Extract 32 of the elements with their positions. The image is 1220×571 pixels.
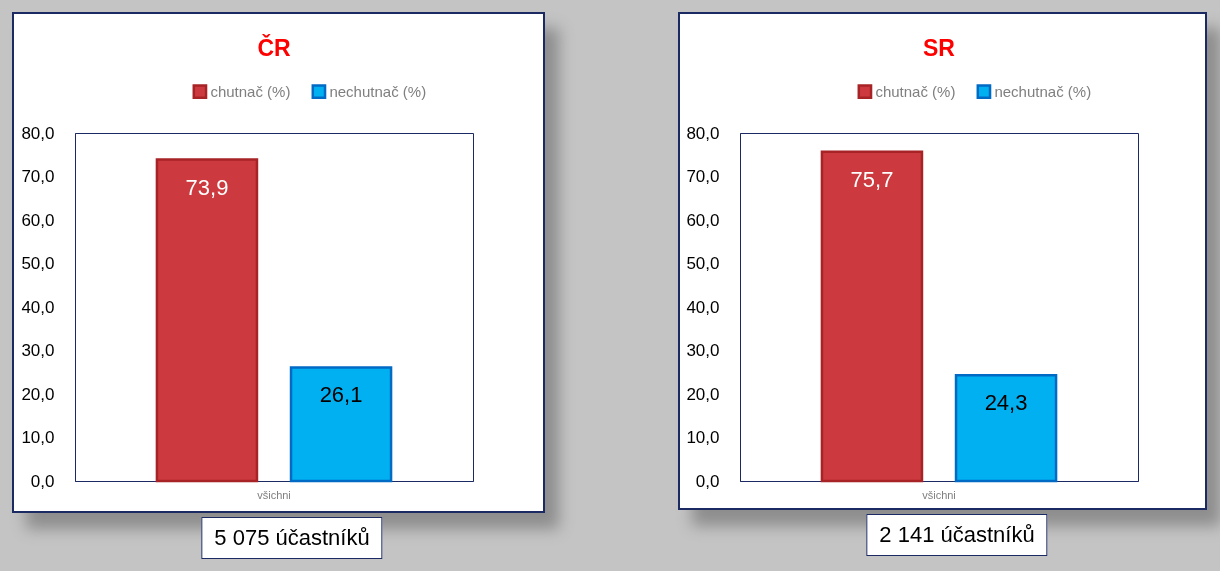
legend-label: chutnač (%) (210, 82, 291, 100)
y-tick-label: 70,0 (21, 167, 55, 186)
y-tick-label: 40,0 (686, 297, 720, 317)
y-tick-label: 50,0 (686, 254, 720, 273)
y-tick-label: 10,0 (686, 428, 720, 447)
data-label: 26,1 (319, 382, 363, 408)
chart-title: ČR (257, 34, 291, 61)
text: 2 141 účastníků (866, 514, 1048, 556)
y-tick-label: 0,0 (30, 471, 55, 491)
y-tick-label: 0,0 (695, 471, 720, 491)
y-tick-label: 70,0 (686, 167, 720, 186)
legend-label: chutnač (%) (875, 82, 956, 100)
x-tick-label: všichni (922, 488, 956, 501)
legend-label: nechutnač (%) (994, 82, 1092, 100)
y-tick-label: 60,0 (21, 210, 55, 230)
y-tick-label: 80,0 (21, 123, 55, 143)
data-label: 24,3 (984, 390, 1028, 416)
y-tick-label: 50,0 (21, 254, 55, 273)
y-tick-label: 20,0 (686, 384, 720, 404)
y-tick-label: 40,0 (21, 297, 55, 317)
text: 5 075 účastníků (201, 517, 383, 559)
y-tick-label: 30,0 (21, 341, 55, 360)
y-tick-label: 10,0 (21, 428, 55, 447)
chart-title: SR (923, 35, 956, 61)
data-label: 73,9 (185, 174, 229, 200)
legend-label: nechutnač (%) (329, 82, 427, 100)
y-tick-label: 30,0 (686, 341, 720, 360)
y-tick-label: 20,0 (21, 384, 55, 404)
x-tick-label: všichni (257, 488, 291, 501)
y-tick-label: 80,0 (686, 123, 720, 143)
data-label: 75,7 (850, 166, 894, 192)
y-tick-label: 60,0 (686, 210, 720, 230)
